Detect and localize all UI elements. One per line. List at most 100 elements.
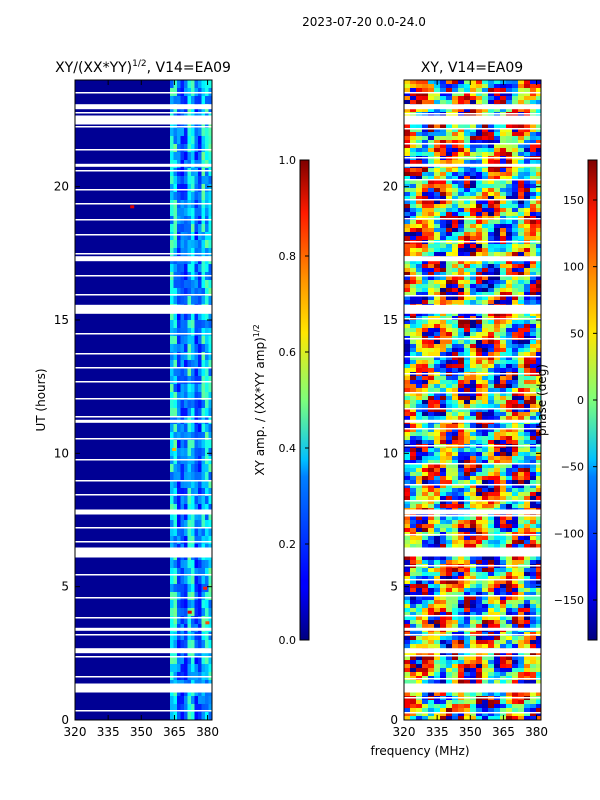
heatmap-cell (494, 612, 501, 617)
heatmap-cell (404, 476, 411, 481)
heatmap-cell (482, 520, 489, 525)
heatmap-cell (530, 84, 537, 89)
heatmap-cell (194, 520, 199, 529)
heatmap-cell (177, 664, 181, 673)
heatmap-cell (410, 612, 417, 617)
heatmap-cell (494, 456, 501, 461)
heatmap-cell (201, 520, 206, 529)
heatmap-cell (410, 404, 417, 409)
heatmap-cell (404, 248, 411, 253)
heatmap-cell (410, 208, 417, 213)
heatmap-cell (476, 172, 483, 177)
heatmap-cell (464, 252, 471, 257)
heatmap-cell (205, 432, 209, 441)
flagged-line (75, 480, 212, 482)
heatmap-cell (205, 368, 209, 377)
heatmap-hotspot (205, 621, 210, 625)
heatmap-cell (524, 176, 531, 181)
heatmap-cell (201, 608, 206, 617)
heatmap-cell (464, 560, 471, 565)
heatmap-cell (404, 488, 411, 493)
heatmap-cell (482, 188, 489, 193)
heatmap-cell (194, 312, 199, 321)
heatmap-cell (524, 132, 531, 137)
heatmap-cell (422, 572, 429, 577)
heatmap-cell (518, 132, 525, 137)
heatmap-cell (416, 260, 423, 265)
heatmap-cell (434, 472, 441, 477)
heatmap-cell (428, 252, 435, 257)
heatmap-cell (488, 208, 495, 213)
heatmap-cell (416, 464, 423, 469)
heatmap-cell (530, 92, 537, 97)
heatmap-cell (440, 556, 447, 561)
heatmap-cell (416, 504, 423, 509)
heatmap-cell (446, 584, 453, 589)
heatmap-cell (500, 344, 507, 349)
heatmap-cell (506, 396, 513, 401)
heatmap-cell (440, 448, 447, 453)
heatmap-cell (458, 352, 465, 357)
heatmap-cell (458, 680, 465, 685)
heatmap-cell (536, 332, 541, 337)
heatmap-cell (500, 520, 507, 525)
heatmap-cell (205, 400, 209, 409)
heatmap-cell (201, 568, 206, 577)
heatmap-cell (440, 412, 447, 417)
heatmap-cell (410, 292, 417, 297)
heatmap-cell (422, 248, 429, 253)
heatmap-cell (446, 284, 453, 289)
heatmap-cell (518, 456, 525, 461)
heatmap-cell (170, 448, 174, 457)
heatmap-cell (428, 368, 435, 373)
heatmap-cell (488, 416, 495, 421)
heatmap-cell (446, 200, 453, 205)
heatmap-cell (512, 296, 519, 301)
heatmap-cell (428, 192, 435, 197)
heatmap-cell (476, 504, 483, 509)
heatmap-cell (184, 640, 188, 649)
heatmap-cell (410, 268, 417, 273)
heatmap-cell (187, 520, 192, 529)
heatmap-cell (470, 192, 477, 197)
heatmap-cell (422, 520, 429, 525)
heatmap-cell (512, 324, 519, 329)
heatmap-cell (488, 524, 495, 529)
heatmap-cell (530, 200, 537, 205)
heatmap-cell (488, 456, 495, 461)
heatmap-cell (404, 568, 411, 573)
heatmap-cell (458, 400, 465, 405)
heatmap-cell (428, 236, 435, 241)
heatmap-cell (404, 132, 411, 137)
heatmap-cell (494, 152, 501, 157)
flagged-line (75, 126, 212, 128)
heatmap-cell (470, 408, 477, 413)
heatmap-cell (488, 204, 495, 209)
heatmap-cell (500, 212, 507, 217)
heatmap-cell (476, 204, 483, 209)
heatmap-cell (518, 300, 525, 305)
heatmap-cell (205, 528, 209, 537)
heatmap-cell (500, 248, 507, 253)
heatmap-cell (208, 312, 212, 321)
heatmap-cell (404, 484, 411, 489)
heatmap-cell (482, 584, 489, 589)
heatmap-cell (187, 704, 192, 713)
heatmap-cell (208, 664, 212, 673)
heatmap-cell (194, 224, 199, 233)
heatmap-cell (536, 664, 541, 669)
heatmap-cell (524, 424, 531, 429)
heatmap-cell (422, 356, 429, 361)
heatmap-cell (428, 660, 435, 665)
heatmap-cell (470, 596, 477, 601)
heatmap-cell (173, 712, 178, 720)
heatmap-cell (536, 144, 541, 149)
heatmap-cell (205, 128, 209, 137)
heatmap-cell (428, 272, 435, 277)
heatmap-cell (194, 208, 199, 217)
heatmap-cell (440, 664, 447, 669)
heatmap-cell (422, 360, 429, 365)
heatmap-cell (512, 232, 519, 237)
heatmap-cell (428, 492, 435, 497)
heatmap-cell (458, 700, 465, 705)
